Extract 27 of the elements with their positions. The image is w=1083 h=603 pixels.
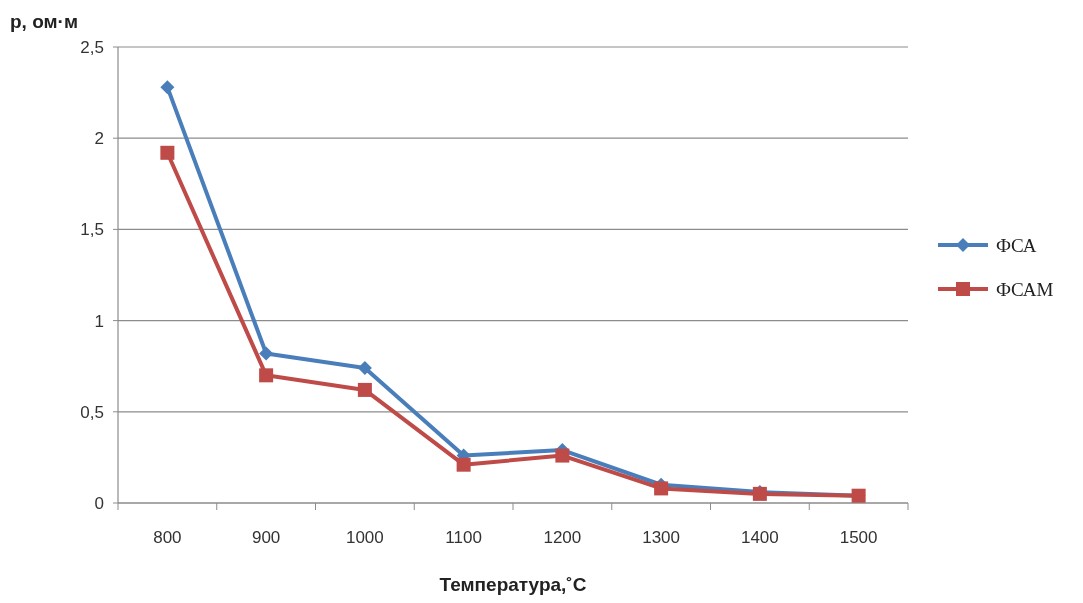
legend-label: ФСАМ: [996, 278, 1054, 300]
y-tick-label: 2: [94, 129, 104, 149]
point: [160, 145, 175, 160]
y-tick-label: 2,5: [80, 37, 104, 57]
y-tick-label: 0,5: [80, 402, 104, 422]
x-tick-label: 900: [251, 528, 281, 547]
x-axis-title: Температура,˚С: [439, 574, 587, 595]
x-tick-label: 1400: [740, 528, 779, 547]
point: [259, 346, 274, 361]
point: [555, 448, 570, 463]
point: [357, 382, 372, 397]
point: [357, 361, 372, 376]
y-tick-label: 1: [94, 311, 104, 331]
y-axis-title: р, ом·м: [10, 11, 78, 32]
point: [259, 368, 274, 383]
x-tick-label: 1100: [445, 528, 482, 547]
x-tick-label: 1500: [839, 528, 878, 547]
x-tick-label: 1000: [345, 528, 384, 547]
point: [654, 481, 669, 496]
x-tick-label: 800: [153, 528, 182, 547]
y-tick-label: 0: [94, 493, 104, 513]
x-tick-label: 1200: [543, 528, 582, 547]
x-tick-label: 1300: [642, 528, 681, 547]
y-tick-label: 1,5: [80, 220, 104, 240]
legend-label: ФСА: [996, 234, 1037, 256]
point: [160, 80, 175, 95]
point: [456, 457, 471, 472]
